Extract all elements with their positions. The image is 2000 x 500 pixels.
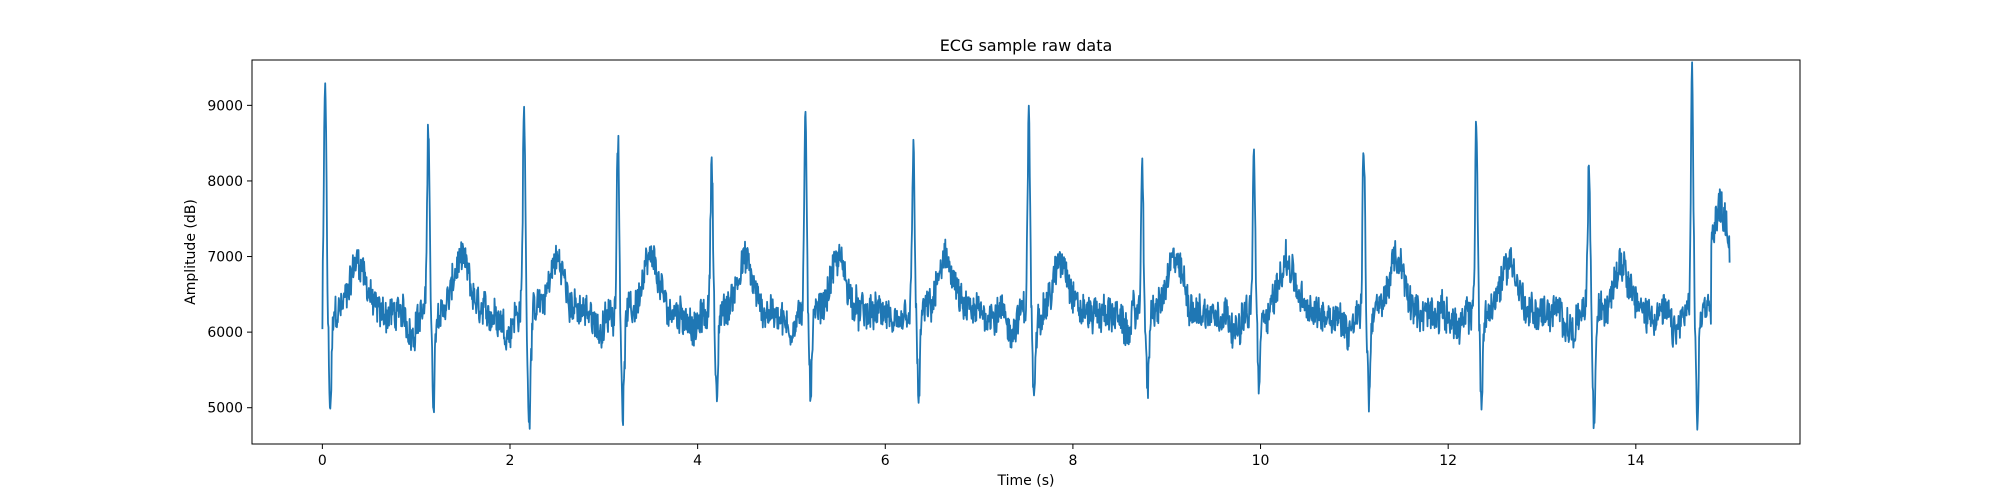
x-tick-label: 10 bbox=[1252, 453, 1270, 469]
x-tick-label: 14 bbox=[1627, 453, 1645, 469]
y-tick-label: 9000 bbox=[207, 98, 243, 114]
ecg-series-line bbox=[321, 61, 1731, 431]
chart-title: ECG sample raw data bbox=[940, 36, 1113, 55]
x-tick-label: 12 bbox=[1439, 453, 1457, 469]
y-axis-ticks: 5000 6000 7000 8000 9000 bbox=[207, 98, 252, 417]
x-tick-label: 2 bbox=[506, 453, 515, 469]
plot-frame bbox=[251, 59, 1801, 445]
x-axis-label: Time (s) bbox=[997, 473, 1055, 489]
x-axis-ticks: 0 2 4 6 8 10 12 14 bbox=[318, 444, 1645, 469]
x-tick-label: 8 bbox=[1068, 453, 1077, 469]
plot-area bbox=[321, 61, 1731, 431]
y-tick-label: 5000 bbox=[207, 401, 243, 417]
y-tick-label: 6000 bbox=[207, 325, 243, 341]
y-axis-label: Amplitude (dB) bbox=[183, 199, 199, 305]
x-tick-label: 4 bbox=[693, 453, 702, 469]
y-tick-label: 7000 bbox=[207, 250, 243, 266]
x-tick-label: 6 bbox=[881, 453, 890, 469]
x-tick-label: 0 bbox=[318, 453, 327, 469]
y-tick-label: 8000 bbox=[207, 174, 243, 190]
